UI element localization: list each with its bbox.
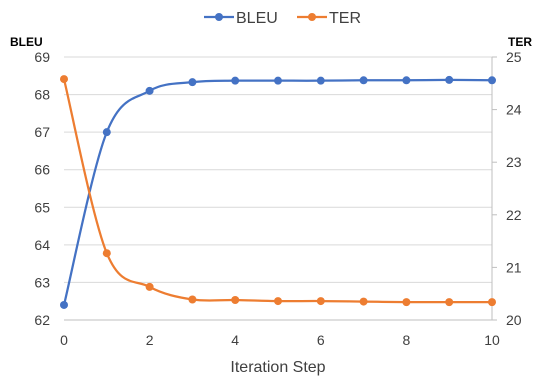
ter-point — [360, 298, 368, 306]
bleu-point — [103, 128, 111, 136]
bleu-point — [488, 76, 496, 84]
ter-legend-marker — [308, 13, 316, 21]
ter-series-line — [64, 79, 492, 302]
legend: BLEU TER — [204, 10, 361, 27]
ter-point — [445, 298, 453, 306]
bleu-point — [188, 78, 196, 86]
y-right-tick-label: 21 — [506, 259, 522, 275]
series-layer — [60, 75, 496, 309]
x-tick-label: 6 — [317, 332, 325, 348]
ter-point — [60, 75, 68, 83]
left-axis-title: BLEU — [10, 35, 43, 49]
y-left-tick-label: 64 — [34, 237, 50, 253]
y-left-tick-label: 67 — [34, 124, 50, 140]
ter-point — [146, 283, 154, 291]
y-left-tick-label: 66 — [34, 162, 50, 178]
y-right-tick-label: 24 — [506, 102, 522, 118]
bleu-point — [274, 77, 282, 85]
x-tick-label: 2 — [146, 332, 154, 348]
right-axis-title: TER — [508, 35, 532, 49]
y-right-tick-label: 23 — [506, 154, 522, 170]
y-left-tick-label: 65 — [34, 199, 50, 215]
y-left-tick-label: 68 — [34, 87, 50, 103]
y-left-tick-label: 63 — [34, 274, 50, 290]
bleu-point — [360, 76, 368, 84]
ter-point — [402, 298, 410, 306]
y-right-tick-label: 25 — [506, 49, 522, 65]
bleu-point — [402, 76, 410, 84]
bleu-point — [231, 77, 239, 85]
ter-point — [488, 298, 496, 306]
x-tick-label: 0 — [60, 332, 68, 348]
ter-point — [103, 249, 111, 257]
y-left-tick-label: 62 — [34, 312, 50, 328]
bleu-legend-marker — [215, 13, 223, 21]
y-right-tick-label: 20 — [506, 312, 522, 328]
bleu-legend-label: BLEU — [236, 10, 278, 27]
ter-point — [231, 296, 239, 304]
ter-point — [317, 297, 325, 305]
bleu-point — [445, 76, 453, 84]
bleu-point — [146, 87, 154, 95]
ter-legend-label: TER — [329, 10, 361, 27]
x-axis-title: Iteration Step — [230, 359, 325, 376]
ter-point — [274, 297, 282, 305]
x-tick-label: 10 — [484, 332, 500, 348]
ter-point — [188, 295, 196, 303]
bleu-series-line — [64, 80, 492, 305]
x-tick-label: 4 — [231, 332, 239, 348]
x-tick-label: 8 — [403, 332, 411, 348]
y-left-tick-label: 69 — [34, 49, 50, 65]
y-right-tick-label: 22 — [506, 207, 522, 223]
bleu-point — [60, 301, 68, 309]
bleu-point — [317, 77, 325, 85]
